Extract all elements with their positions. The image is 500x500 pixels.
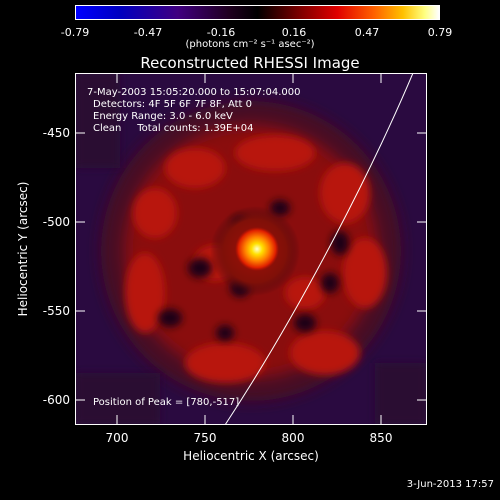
x-axis-label: Heliocentric X (arcsec) (183, 449, 319, 463)
peak-position: Position of Peak = [780,-517] (93, 397, 240, 408)
timestamp: 3-Jun-2013 17:57 (406, 479, 494, 490)
x-tick: 700 (105, 431, 129, 445)
x-tick: 750 (193, 431, 217, 445)
y-tick: -550 (42, 304, 70, 318)
colorbar-tick: 0.79 (427, 26, 453, 39)
colorbar-tick: -0.79 (60, 26, 90, 39)
rhessi-image: 7-May-2003 15:05:20.000 to 15:07:04.000 … (75, 73, 427, 425)
colorbar-tick: -0.16 (206, 26, 236, 39)
colorbar (75, 5, 440, 20)
colorbar-units: (photons cm⁻² s⁻¹ asec⁻²) (185, 39, 315, 50)
y-tick: -600 (42, 393, 70, 407)
x-tick: 850 (369, 431, 393, 445)
clean-counts: Clean Total counts: 1.39E+04 (93, 123, 254, 134)
y-axis-label: Heliocentric Y (arcsec) (16, 181, 30, 317)
colorbar-tick: 0.16 (281, 26, 307, 39)
solar-image (75, 73, 427, 425)
y-tick: -450 (42, 126, 70, 140)
colorbar-tick: -0.47 (133, 26, 163, 39)
detectors-label: Detectors: 4F 5F 6F 7F 8F, Att 0 (93, 99, 253, 110)
x-tick: 800 (281, 431, 305, 445)
image-title: Reconstructed RHESSI Image (140, 54, 360, 72)
colorbar-tick: 0.47 (354, 26, 380, 39)
time-range: 7-May-2003 15:05:20.000 to 15:07:04.000 (87, 87, 301, 98)
y-tick: -500 (42, 215, 70, 229)
energy-range: Energy Range: 3.0 - 6.0 keV (93, 111, 233, 122)
